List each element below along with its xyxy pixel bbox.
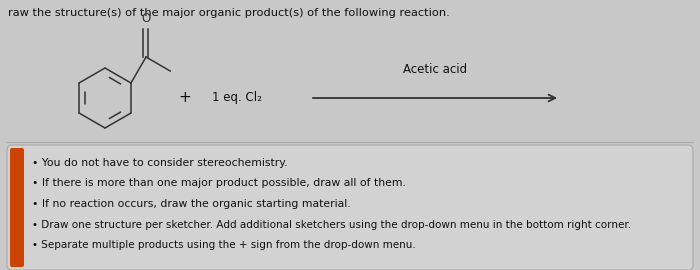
Text: • If no reaction occurs, draw the organic starting material.: • If no reaction occurs, draw the organi… [32, 199, 351, 209]
Text: • If there is more than one major product possible, draw all of them.: • If there is more than one major produc… [32, 178, 406, 188]
Text: • You do not have to consider stereochemistry.: • You do not have to consider stereochem… [32, 158, 288, 168]
Text: • Separate multiple products using the + sign from the drop-down menu.: • Separate multiple products using the +… [32, 240, 416, 250]
Text: Acetic acid: Acetic acid [403, 63, 467, 76]
Text: • Draw one structure per sketcher. Add additional sketchers using the drop-down : • Draw one structure per sketcher. Add a… [32, 220, 631, 230]
Text: raw the structure(s) of the major organic product(s) of the following reaction.: raw the structure(s) of the major organi… [8, 8, 449, 18]
FancyBboxPatch shape [7, 145, 693, 270]
FancyBboxPatch shape [10, 148, 24, 267]
Text: O: O [141, 12, 150, 25]
Text: +: + [178, 90, 191, 106]
Text: 1 eq. Cl₂: 1 eq. Cl₂ [212, 92, 262, 104]
